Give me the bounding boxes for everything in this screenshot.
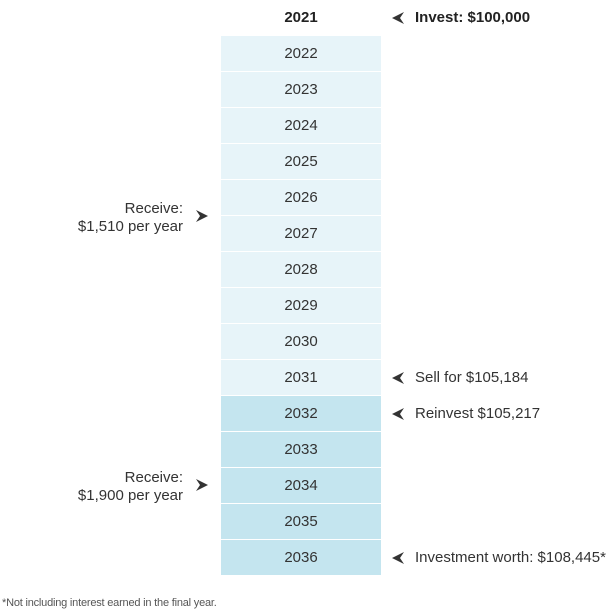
reinvest-annotation: Reinvest $105,217: [391, 405, 540, 422]
year-row-2029: 2029: [221, 288, 381, 324]
footnote: *Not including interest earned in the fi…: [2, 597, 217, 609]
arrow-right-icon: [196, 210, 208, 222]
receive-1-heading: Receive:: [124, 200, 183, 217]
worth-annotation: Investment worth: $108,445*: [391, 549, 606, 566]
reinvest-label: Reinvest $105,217: [415, 405, 541, 422]
receive-annotation-2: Receive: $1,900 per year: [78, 469, 183, 505]
arrow-right-icon: [196, 479, 208, 491]
year-row-2025: 2025: [221, 144, 381, 180]
sell-label: Sell for $105,184: [415, 369, 529, 386]
year-row-2032: 2032: [221, 396, 381, 432]
year-row-2028: 2028: [221, 252, 381, 288]
receive-2-heading: Receive:: [124, 469, 183, 486]
year-row-2035: 2035: [221, 504, 381, 540]
year-row-2026: 2026: [221, 180, 381, 216]
sell-annotation: Sell for $105,184: [391, 369, 528, 386]
year-row-2022: 2022: [221, 36, 381, 72]
year-row-2031: 2031: [221, 360, 381, 396]
year-row-2023: 2023: [221, 72, 381, 108]
year-row-2034: 2034: [221, 468, 381, 504]
year-timeline: 2021 2022 2023 2024 2025 2026 2027 2028 …: [221, 0, 381, 576]
arrow-left-icon: [392, 372, 404, 385]
year-row-2036: 2036: [221, 540, 381, 576]
receive-annotation-1: Receive: $1,510 per year: [78, 200, 183, 236]
arrow-left-icon: [392, 552, 404, 565]
year-row-2033: 2033: [221, 432, 381, 468]
worth-label: Investment worth: $108,445*: [415, 549, 606, 566]
year-row-2030: 2030: [221, 324, 381, 360]
receive-1-amount: $1,510 per year: [77, 218, 183, 235]
year-row-2021: 2021: [221, 0, 381, 36]
arrow-left-icon: [392, 12, 404, 25]
invest-annotation: Invest: $100,000: [391, 9, 530, 26]
year-row-2027: 2027: [221, 216, 381, 252]
invest-label: Invest: $100,000: [415, 9, 531, 26]
year-row-2024: 2024: [221, 108, 381, 144]
receive-2-amount: $1,900 per year: [77, 487, 183, 504]
arrow-left-icon: [392, 408, 404, 421]
